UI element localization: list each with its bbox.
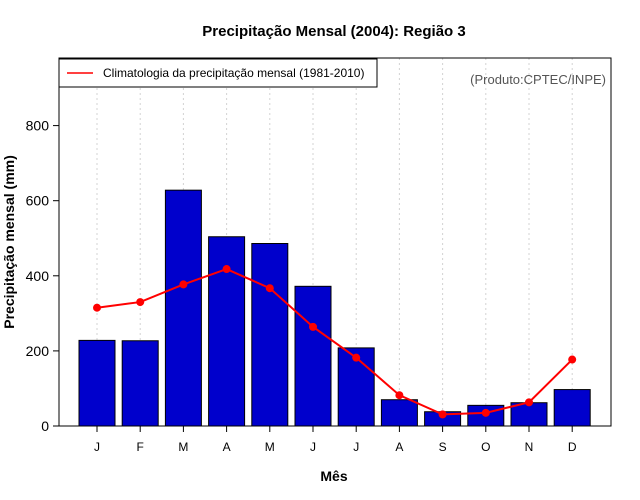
climatology-point (395, 391, 404, 400)
x-tick-label: M (265, 440, 275, 454)
x-tick-label: J (94, 440, 100, 454)
climatology-point (309, 322, 317, 331)
climatology-line-layer (93, 265, 577, 419)
x-tick-label: N (525, 440, 534, 454)
climatology-point (438, 410, 447, 419)
legend-label: Climatologia da precipitação mensal (198… (103, 66, 364, 80)
climatology-point (222, 265, 231, 274)
climatology-point (136, 298, 145, 307)
bar-a-8 (380, 399, 418, 427)
bar-f-2 (121, 340, 159, 427)
x-tick-label: J (310, 440, 316, 454)
bar-m-3 (164, 189, 202, 427)
climatology-point (568, 355, 577, 364)
climatology-line (96, 267, 573, 416)
bars-layer (78, 189, 591, 427)
y-tick-label: 600 (26, 193, 50, 209)
credit-text: (Produto:CPTEC/INPE) (470, 72, 606, 87)
legend: Climatologia da precipitação mensal (198… (58, 58, 378, 88)
legend-box (58, 58, 378, 88)
x-tick-label: S (439, 440, 447, 454)
plot-frame (58, 57, 612, 427)
x-axis-label: Mês (320, 468, 347, 484)
x-tick-label: M (178, 440, 188, 454)
climatology-point (481, 408, 490, 417)
x-tick-label: A (395, 440, 403, 454)
y-axis-label: Precipitação mensal (mm) (1, 155, 17, 329)
climatology-point (265, 284, 274, 293)
climatology-point (352, 353, 361, 362)
climatology-point (179, 280, 188, 289)
bar-m-5 (251, 243, 289, 427)
climatology-point (93, 303, 101, 312)
x-tick-label: J (353, 440, 359, 454)
x-tick-label: A (223, 440, 231, 454)
chart-title: Precipitação Mensal (2004): Região 3 (202, 23, 465, 40)
x-tick-label: D (568, 440, 577, 454)
bar-d-12 (553, 389, 591, 427)
x-tick-label: F (137, 440, 144, 454)
bar-j-1 (78, 339, 116, 427)
bar-j-6 (294, 285, 332, 427)
x-tick-label: O (481, 440, 490, 454)
y-tick-label: 0 (41, 418, 49, 434)
climatology-point (525, 398, 533, 407)
y-tick-label: 800 (26, 118, 50, 134)
y-tick-label: 200 (26, 343, 50, 359)
y-axis: 0 200 400 600 800 (26, 118, 59, 434)
y-tick-label: 400 (26, 268, 50, 284)
